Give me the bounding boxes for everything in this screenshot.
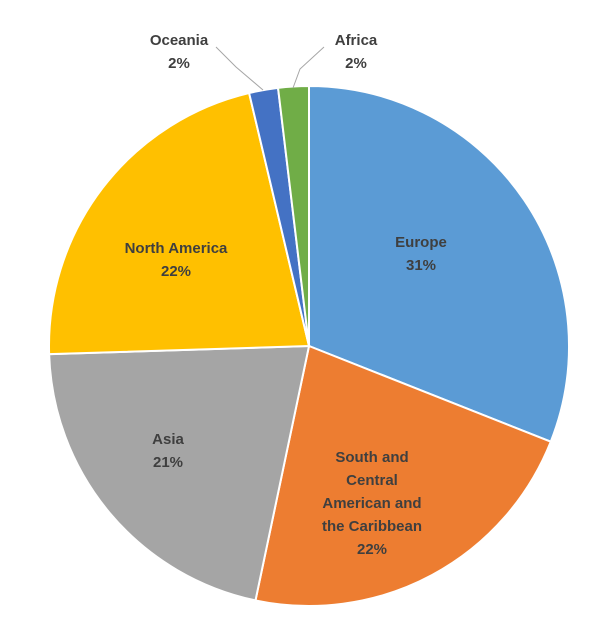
slice-label-south-and-central-american-and-the-caribbean: South and Central American and the Caribbea… [322, 449, 422, 558]
slice-value-label: 21% [153, 454, 183, 471]
slice-label-line: Oceania [150, 32, 209, 49]
slice-value-label: 22% [161, 263, 191, 280]
slice-label-line: Europe [395, 234, 447, 251]
slice-value-label: 2% [345, 55, 367, 72]
slice-label-line: the Caribbean [322, 518, 422, 535]
slice-label-oceania: Oceania 2% [150, 32, 209, 72]
pie-slice-north-america [48, 91, 311, 356]
slice-label-line: Asia [152, 431, 184, 448]
slice-label-north-america: North America 22% [125, 240, 228, 280]
slice-label-line: Africa [335, 32, 378, 49]
slice-label-line: Central [346, 472, 398, 489]
pie-slice-south-and-central-american-and-the-caribbean [254, 344, 553, 607]
slice-label-line: American and [322, 495, 421, 512]
slice-label-asia: Asia 21% [152, 431, 184, 471]
pie-slice-europe [308, 84, 570, 444]
slice-label-europe: Europe 31% [395, 234, 447, 274]
slice-label-africa: Africa 2% [335, 32, 378, 72]
slice-value-label: 31% [406, 257, 436, 274]
slice-value-label: 22% [357, 541, 387, 558]
slice-label-line: South and [335, 449, 408, 466]
pie-slice-asia [48, 344, 311, 602]
slice-label-line: North America [125, 240, 228, 257]
leader-line-oceania [215, 46, 264, 91]
leader-line-africa [292, 46, 325, 89]
slice-value-label: 2% [168, 55, 190, 72]
